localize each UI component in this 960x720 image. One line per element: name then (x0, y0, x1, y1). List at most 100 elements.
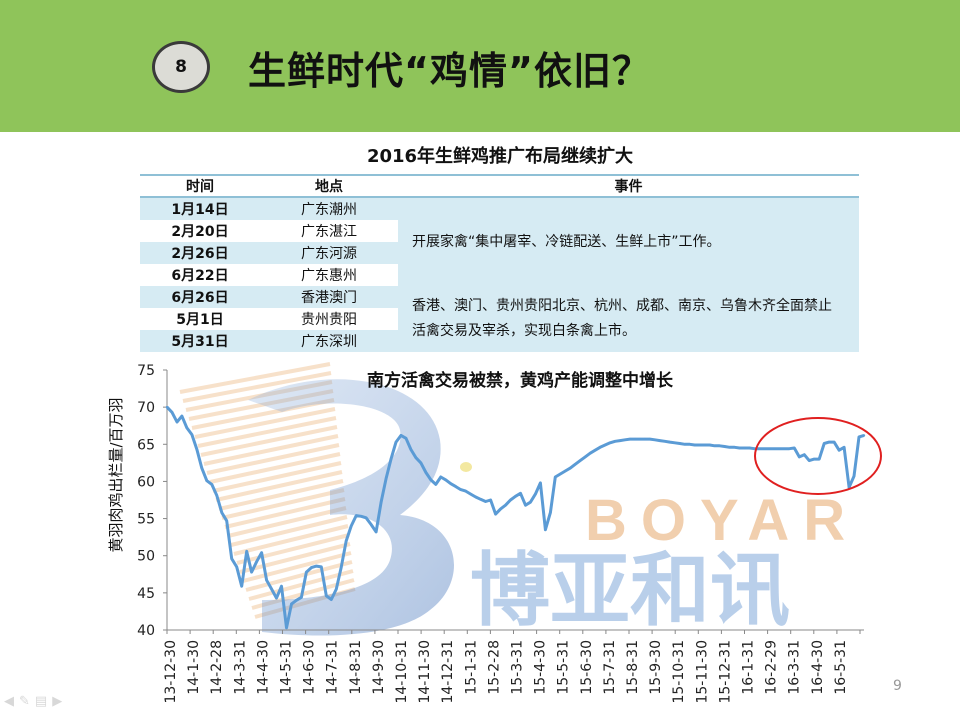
x-tick-label: 15-9-30 (648, 640, 664, 695)
row-place: 广东河源 (260, 242, 398, 264)
x-tick-label: 15-6-30 (579, 640, 595, 695)
data-point (369, 523, 373, 526)
data-point (718, 444, 721, 447)
data-point (823, 442, 826, 445)
data-point (315, 564, 318, 568)
data-point (215, 494, 218, 497)
data-point (330, 598, 333, 601)
data-point (325, 594, 328, 597)
data-point (842, 446, 846, 449)
data-point (643, 437, 647, 441)
watermark-stripe (242, 551, 352, 583)
next-slide-icon[interactable]: ▶ (52, 694, 63, 709)
data-point (360, 515, 363, 518)
data-point (464, 489, 467, 493)
data-point (280, 585, 283, 588)
data-point (818, 457, 821, 461)
data-point (668, 440, 671, 444)
x-tick-label: 15-11-30 (694, 640, 710, 704)
row-date: 5月31日 (140, 330, 260, 352)
data-point (245, 550, 248, 553)
y-axis-label: 黄羽肉鸡出栏量/百万羽 (107, 397, 125, 552)
data-point (608, 441, 612, 444)
data-point (539, 481, 542, 485)
x-tick-label: 15-2-28 (486, 640, 502, 695)
data-point (225, 519, 228, 522)
data-point (708, 443, 711, 447)
slide-number-badge: 8 (152, 41, 210, 93)
data-point (519, 492, 522, 495)
data-point (738, 446, 741, 450)
watermark-stripe (230, 515, 348, 547)
data-point (638, 437, 642, 441)
data-point (345, 539, 348, 543)
y-tick-label: 65 (137, 437, 155, 453)
header-date: 时间 (140, 174, 260, 198)
data-point (827, 440, 831, 444)
data-point (832, 440, 836, 444)
data-point (205, 479, 208, 482)
slide-nav-controls[interactable]: ◀ ✎ ▤ ▶ (4, 694, 62, 709)
x-tick-label: 14-7-31 (325, 640, 341, 695)
row-date: 2月26日 (140, 242, 260, 264)
data-point (404, 437, 408, 440)
data-point (793, 446, 796, 450)
data-point (424, 471, 428, 474)
x-tick-label: 15-12-31 (717, 640, 733, 704)
data-point (758, 447, 761, 450)
data-point (589, 452, 592, 455)
data-point (185, 426, 189, 430)
watermark-stripe (203, 434, 339, 466)
row-place: 广东湛江 (301, 224, 357, 240)
row-date: 2月20日 (171, 224, 229, 240)
watermark-stripe (245, 560, 353, 592)
table-header-row: 时间 地点 事件 (140, 174, 859, 198)
table-row: 5月1日 贵州贵阳 (140, 308, 859, 330)
row-place: 贵州贵阳 (301, 312, 357, 328)
table-row: 1月14日 广东潮州 开展家禽“集中屠宰、冷链配送、生鲜上市”工作。 (140, 197, 859, 286)
data-point (220, 511, 223, 514)
watermark-stripe (197, 416, 337, 448)
data-point (623, 438, 627, 441)
data-point (270, 587, 273, 591)
data-point (574, 463, 577, 466)
data-point (837, 449, 841, 452)
x-tick-label: 15-7-31 (602, 640, 618, 695)
slide-header: 8 生鲜时代“鸡情”依旧？ (0, 0, 960, 132)
watermark-stripe (209, 452, 341, 484)
data-point (678, 442, 681, 445)
data-point (584, 455, 587, 459)
data-point (559, 472, 562, 476)
data-point (290, 602, 293, 606)
data-point (598, 446, 602, 449)
menu-icon[interactable]: ▤ (34, 694, 48, 709)
data-point (335, 587, 338, 591)
events-table: 时间 地点 事件 1月14日 广东潮州 开展家禽“集中屠宰、冷链配送、生鲜上市”… (140, 174, 859, 352)
data-point (350, 524, 353, 528)
watermark-stripe (182, 371, 332, 403)
data-point (320, 565, 323, 569)
prev-slide-icon[interactable]: ◀ (4, 694, 14, 709)
data-point (285, 626, 288, 629)
watermark-stripe (194, 407, 336, 439)
x-tick-label: 14-2-28 (209, 640, 225, 695)
data-point (235, 565, 238, 569)
data-point (524, 504, 527, 507)
data-point (429, 478, 433, 482)
data-point (195, 448, 199, 451)
header-event: 事件 (398, 174, 859, 198)
table-row: 6月26日 香港澳门 香港、澳门、贵州贵阳北京、杭州、成都、南京、乌鲁木齐全面禁… (140, 286, 859, 352)
data-point (852, 475, 856, 478)
data-point (389, 457, 393, 461)
series-points (165, 405, 866, 629)
watermark-stripe (236, 533, 350, 565)
data-point (414, 456, 418, 459)
pen-icon[interactable]: ✎ (19, 694, 30, 709)
data-point (733, 446, 736, 449)
y-tick-label: 45 (137, 586, 155, 602)
data-point (723, 445, 726, 448)
x-tick-label: 14-11-30 (417, 640, 433, 704)
table-row: 2月20日 广东湛江 (140, 220, 859, 242)
data-point (748, 446, 751, 450)
data-point (275, 596, 278, 600)
